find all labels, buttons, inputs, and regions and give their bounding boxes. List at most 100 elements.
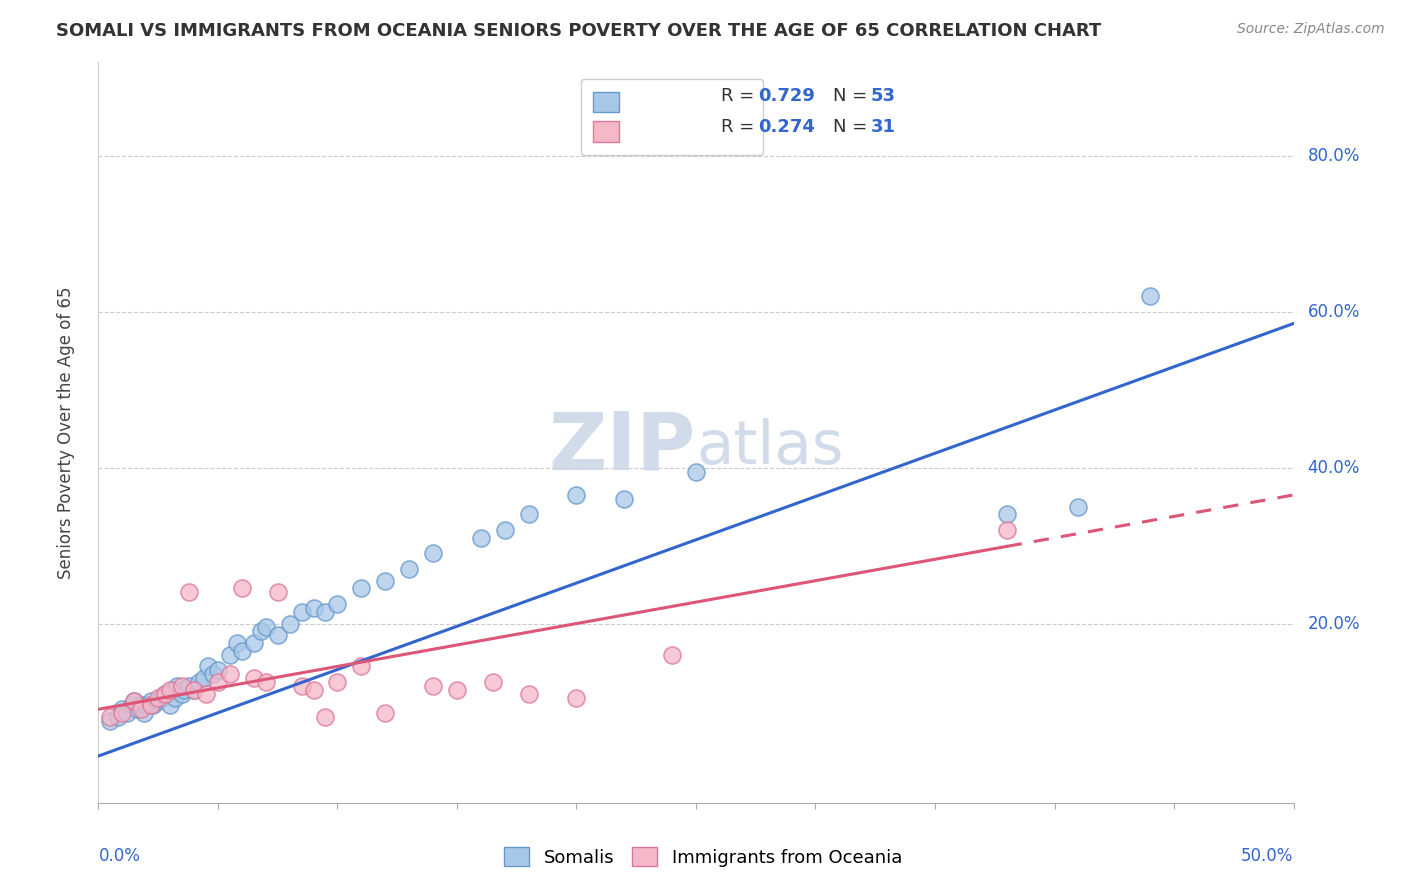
Point	[470, 531, 492, 545]
Text: 80.0%: 80.0%	[1308, 147, 1360, 165]
Point	[155, 687, 177, 701]
Point	[124, 694, 146, 708]
Point	[155, 687, 177, 701]
Point	[172, 679, 194, 693]
Point	[219, 667, 242, 681]
Point	[107, 710, 129, 724]
Legend: Somalis, Immigrants from Oceania: Somalis, Immigrants from Oceania	[496, 840, 910, 874]
Text: 20.0%: 20.0%	[1308, 615, 1360, 632]
Text: N =: N =	[834, 87, 873, 105]
Point	[267, 585, 290, 599]
Point	[422, 546, 444, 560]
Point	[115, 706, 138, 721]
Point	[166, 679, 188, 693]
Point	[172, 687, 194, 701]
Point	[148, 690, 170, 705]
Text: atlas: atlas	[696, 418, 844, 477]
Point	[226, 636, 249, 650]
Point	[159, 682, 181, 697]
Point	[197, 659, 219, 673]
Point	[195, 687, 218, 701]
Point	[139, 694, 162, 708]
Point	[187, 675, 209, 690]
Point	[254, 620, 277, 634]
Point	[481, 675, 505, 690]
Text: R =: R =	[721, 118, 759, 136]
Text: R =: R =	[721, 87, 759, 105]
Point	[995, 523, 1018, 537]
Point	[202, 667, 225, 681]
Point	[142, 698, 165, 713]
Point	[193, 671, 215, 685]
Point	[179, 585, 201, 599]
Point	[124, 694, 146, 708]
Text: 0.274: 0.274	[758, 118, 815, 136]
Point	[995, 508, 1018, 522]
Point	[326, 597, 349, 611]
Point	[302, 682, 325, 697]
Point	[517, 508, 540, 522]
Text: 0.0%: 0.0%	[98, 847, 141, 865]
Point	[374, 574, 396, 588]
Point	[98, 714, 122, 728]
Point	[291, 679, 314, 693]
Point	[254, 675, 277, 690]
Point	[250, 624, 273, 639]
Y-axis label: Seniors Poverty Over the Age of 65: Seniors Poverty Over the Age of 65	[56, 286, 75, 579]
Point	[131, 698, 153, 713]
Point	[374, 706, 396, 721]
Point	[350, 582, 373, 596]
Point	[613, 491, 636, 506]
Point	[565, 690, 588, 705]
Point	[139, 698, 162, 713]
Point	[98, 710, 122, 724]
Point	[446, 682, 468, 697]
Text: 50.0%: 50.0%	[1241, 847, 1294, 865]
Text: Source: ZipAtlas.com: Source: ZipAtlas.com	[1237, 22, 1385, 37]
Point	[148, 694, 170, 708]
Point	[350, 659, 373, 673]
Point	[398, 562, 420, 576]
Point	[315, 710, 337, 724]
Point	[111, 702, 134, 716]
Point	[243, 636, 266, 650]
Point	[278, 616, 301, 631]
Point	[111, 706, 134, 721]
Text: SOMALI VS IMMIGRANTS FROM OCEANIA SENIORS POVERTY OVER THE AGE OF 65 CORRELATION: SOMALI VS IMMIGRANTS FROM OCEANIA SENIOR…	[56, 22, 1101, 40]
Text: 0.729: 0.729	[758, 87, 815, 105]
Point	[162, 682, 184, 697]
Text: 53: 53	[870, 87, 896, 105]
Text: 31: 31	[870, 118, 896, 136]
Point	[207, 663, 229, 677]
Point	[219, 648, 242, 662]
Point	[267, 628, 290, 642]
Point	[183, 682, 205, 697]
Point	[661, 648, 683, 662]
Point	[125, 702, 148, 716]
Point	[231, 582, 253, 596]
Point	[159, 698, 181, 713]
Point	[163, 690, 186, 705]
Point	[315, 605, 337, 619]
Point	[291, 605, 314, 619]
Point	[183, 682, 205, 697]
Point	[685, 465, 707, 479]
Text: 40.0%: 40.0%	[1308, 458, 1360, 476]
Text: N =: N =	[834, 118, 873, 136]
Point	[179, 679, 201, 693]
Point	[302, 601, 325, 615]
Point	[243, 671, 266, 685]
Legend: placeholder1, placeholder2: placeholder1, placeholder2	[581, 78, 763, 155]
Point	[207, 675, 229, 690]
Point	[1139, 289, 1161, 303]
Point	[1067, 500, 1090, 514]
Point	[565, 488, 588, 502]
Point	[135, 698, 157, 713]
Text: 60.0%: 60.0%	[1308, 302, 1360, 321]
Point	[132, 706, 155, 721]
Point	[422, 679, 444, 693]
Point	[517, 687, 540, 701]
Point	[131, 702, 153, 716]
Point	[149, 690, 172, 705]
Point	[121, 698, 143, 713]
